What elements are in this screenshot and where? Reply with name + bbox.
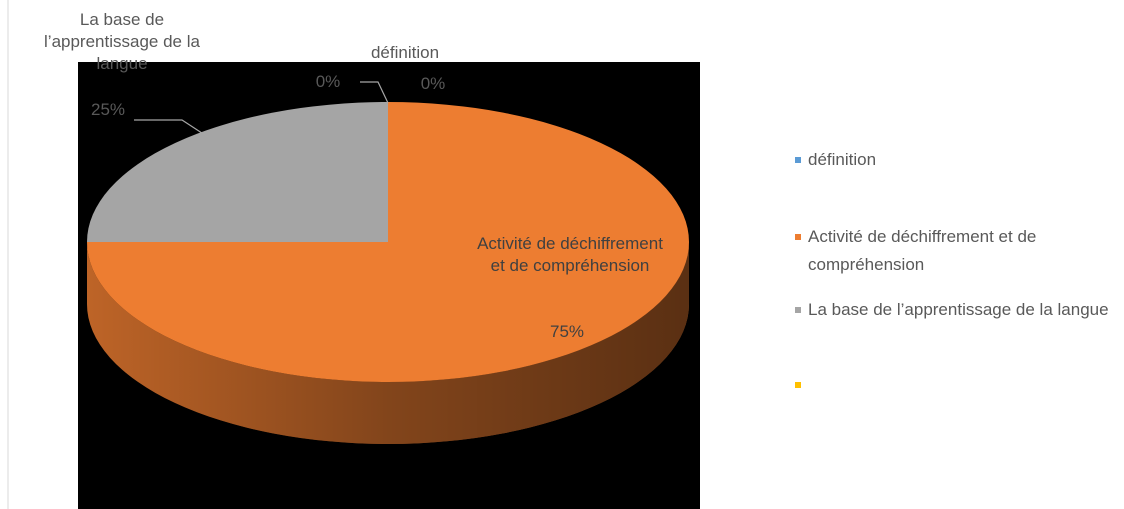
data-label-value: 0%	[420, 74, 446, 93]
leader-line	[360, 81, 389, 104]
data-label-value: 75%	[549, 322, 585, 341]
legend-label: Activité de déchiffrement et de compréhe…	[808, 227, 1037, 274]
pie-side-shade	[87, 242, 689, 444]
legend-label: définition	[808, 150, 877, 169]
legend-swatch	[795, 382, 801, 388]
legend-label: La base de l’apprentissage de la langue	[808, 300, 1109, 319]
pie-slice	[87, 102, 388, 242]
legend-swatch	[795, 307, 801, 313]
data-label-name: Activité de déchiffrement et de compréhe…	[477, 234, 663, 275]
data-label-name: La base de l’apprentissage de la langue	[44, 10, 200, 73]
leader-line	[134, 119, 209, 138]
data-label-value: 25%	[90, 100, 126, 119]
data-label-name: définition	[370, 43, 440, 62]
legend-swatch	[795, 157, 801, 163]
legend-swatch	[795, 234, 801, 240]
data-label-value: 0%	[315, 72, 341, 91]
